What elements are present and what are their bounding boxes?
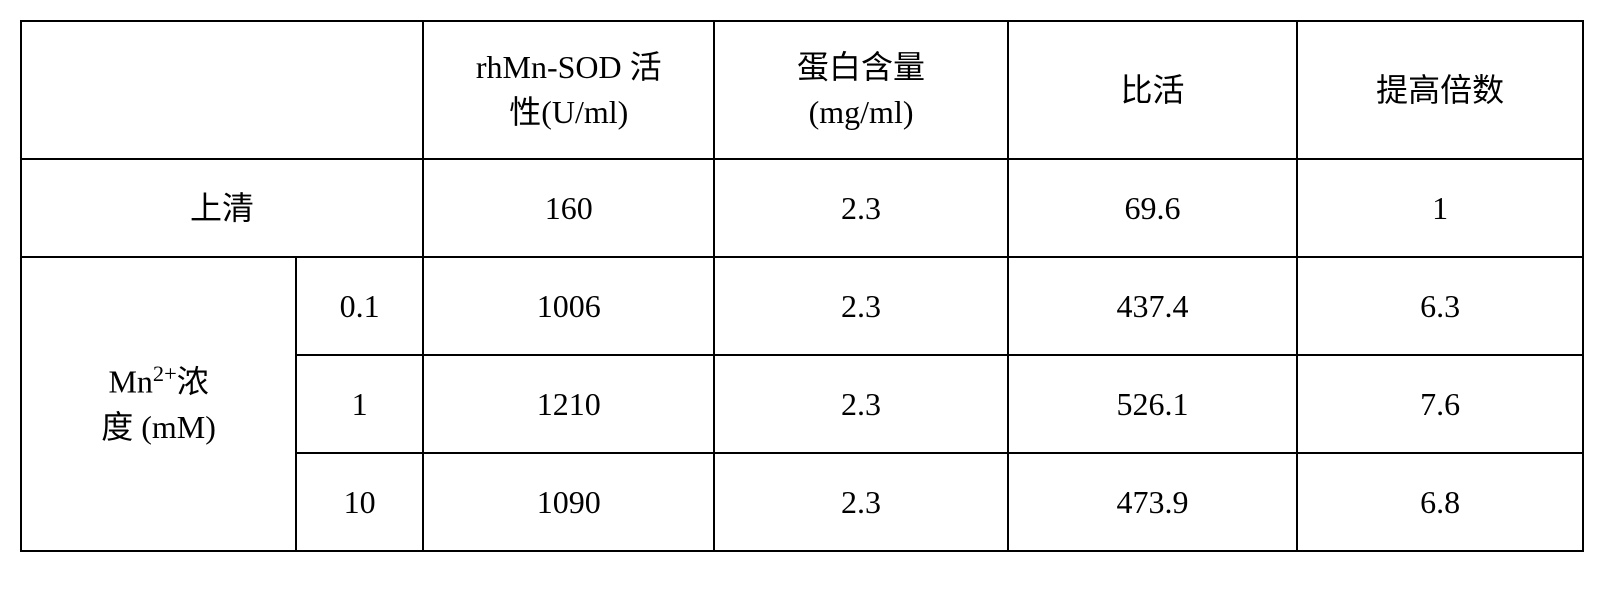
mn-label-suffix: 浓 — [177, 364, 209, 400]
cell-mn0-fold: 6.3 — [1297, 257, 1583, 355]
cell-mn2-protein: 2.3 — [714, 453, 1007, 551]
mn-label-sup: 2+ — [153, 361, 177, 386]
cell-mn1-activity: 1210 — [423, 355, 714, 453]
cell-supernatant-label: 上清 — [21, 159, 423, 257]
header-specific-activity: 比活 — [1008, 21, 1297, 159]
header-activity-line1: rhMn-SOD 活 — [476, 49, 662, 85]
row-mn-0: Mn2+浓 度 (mM) 0.1 1006 2.3 437.4 6.3 — [21, 257, 1583, 355]
cell-mn1-conc: 1 — [296, 355, 423, 453]
mn-label-line2: 度 (mM) — [101, 409, 216, 445]
header-protein: 蛋白含量 (mg/ml) — [714, 21, 1007, 159]
cell-mn1-protein: 2.3 — [714, 355, 1007, 453]
row-supernatant: 上清 160 2.3 69.6 1 — [21, 159, 1583, 257]
header-fold: 提高倍数 — [1297, 21, 1583, 159]
cell-mn2-conc: 10 — [296, 453, 423, 551]
data-table: rhMn-SOD 活 性(U/ml) 蛋白含量 (mg/ml) 比活 提高倍数 … — [20, 20, 1584, 552]
cell-supernatant-protein: 2.3 — [714, 159, 1007, 257]
cell-mn-label: Mn2+浓 度 (mM) — [21, 257, 296, 551]
mn-label-prefix: Mn — [108, 364, 152, 400]
header-activity-line2: 性(U/ml) — [509, 94, 628, 130]
header-protein-line1: 蛋白含量 — [797, 49, 925, 85]
cell-mn1-specific: 526.1 — [1008, 355, 1297, 453]
cell-mn0-conc: 0.1 — [296, 257, 423, 355]
cell-mn0-specific: 437.4 — [1008, 257, 1297, 355]
header-activity: rhMn-SOD 活 性(U/ml) — [423, 21, 714, 159]
cell-supernatant-activity: 160 — [423, 159, 714, 257]
header-protein-line2: (mg/ml) — [809, 94, 914, 130]
header-empty-cell — [21, 21, 423, 159]
cell-supernatant-specific: 69.6 — [1008, 159, 1297, 257]
cell-mn0-activity: 1006 — [423, 257, 714, 355]
cell-mn1-fold: 7.6 — [1297, 355, 1583, 453]
cell-mn0-protein: 2.3 — [714, 257, 1007, 355]
cell-supernatant-fold: 1 — [1297, 159, 1583, 257]
cell-mn2-specific: 473.9 — [1008, 453, 1297, 551]
cell-mn2-fold: 6.8 — [1297, 453, 1583, 551]
header-row: rhMn-SOD 活 性(U/ml) 蛋白含量 (mg/ml) 比活 提高倍数 — [21, 21, 1583, 159]
cell-mn2-activity: 1090 — [423, 453, 714, 551]
